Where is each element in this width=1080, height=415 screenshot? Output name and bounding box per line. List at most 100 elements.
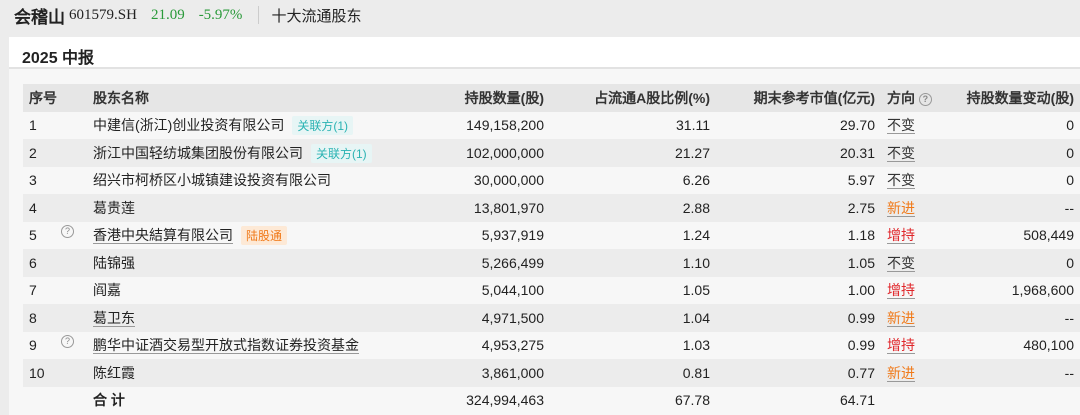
total-no [23, 387, 87, 415]
col-shares: 持股数量(股) [464, 89, 544, 106]
table-row: 5? 香港中央結算有限公司 陆股通 5,937,919 1.24 1.18 增持 508,44… [23, 221, 1080, 250]
col-ratio: 占流通A股比例(%) [594, 89, 710, 106]
row-ratio: 21.27 [674, 144, 710, 161]
help-icon[interactable]: ? [61, 335, 74, 349]
row-direction[interactable]: 不变 [887, 117, 915, 135]
row-ratio: 0.81 [682, 364, 710, 381]
row-value: 1.00 [847, 282, 875, 299]
stock-header: 会稽山 601579.SH 21.09 -5.97% 十大流通股东 [0, 0, 1080, 30]
help-icon[interactable]: ? [918, 92, 932, 106]
shareholder-name[interactable]: 鹏华中证酒交易型开放式指数证券投资基金 [93, 337, 359, 355]
row-ratio: 1.03 [682, 337, 710, 354]
shareholder-name[interactable]: 中建信(浙江)创业投资有限公司 [93, 117, 285, 134]
shareholder-name[interactable]: 陈红霞 [93, 364, 135, 381]
row-change: 0 [1066, 172, 1074, 189]
total-change [951, 387, 1080, 415]
row-direction[interactable]: 新进 [887, 199, 915, 217]
row-direction[interactable]: 增持 [887, 337, 915, 355]
shareholders-table: 序号 股东名称 持股数量(股) 占流通A股比例(%) 期末参考市值(亿元) 方向… [23, 84, 1080, 414]
table-row: 10 陈红霞 3,861,000 0.81 0.77 新进 -- [23, 359, 1080, 387]
row-shares: 5,044,100 [481, 282, 544, 299]
stock-change: -5.97% [198, 6, 243, 23]
row-direction[interactable]: 增持 [887, 227, 915, 245]
row-ratio: 31.11 [676, 117, 710, 134]
row-shares: 4,953,275 [481, 337, 544, 354]
row-no: 2 [29, 144, 37, 161]
row-ratio: 1.24 [682, 227, 710, 244]
shareholder-name[interactable]: 阎嘉 [93, 282, 121, 299]
row-direction[interactable]: 不变 [887, 144, 915, 162]
table-row: 9? 鹏华中证酒交易型开放式指数证券投资基金 4,953,275 1.03 0.99 增持… [23, 331, 1080, 360]
help-icon[interactable]: ? [61, 225, 74, 239]
table-row: 7 阎嘉 5,044,100 1.05 1.00 增持 1,968,600 [23, 276, 1080, 305]
row-name-cell: 葛卫东 [87, 304, 447, 332]
row-value: 0.99 [847, 309, 875, 326]
row-direction[interactable]: 新进 [887, 309, 915, 327]
row-direction[interactable]: 不变 [887, 172, 915, 190]
stock-name: 会稽山 [14, 7, 65, 27]
row-value: 20.31 [839, 144, 875, 161]
total-shares: 324,994,463 [466, 392, 544, 409]
col-direction: 方向 ? [881, 84, 951, 112]
col-value: 期末参考市值(亿元) [753, 89, 875, 106]
table-row: 4 葛贵莲 13,801,970 2.88 2.75 新进 -- [23, 194, 1080, 222]
row-change: -- [1064, 364, 1074, 381]
stock-price: 21.09 [150, 6, 185, 23]
row-direction[interactable]: 不变 [887, 254, 915, 272]
report-title: 2025 中报 [9, 37, 1080, 69]
row-value: 1.18 [847, 227, 875, 244]
row-change: 480,100 [1023, 337, 1074, 354]
row-change: 1,968,600 [1011, 282, 1074, 299]
row-value: 2.75 [847, 199, 875, 216]
row-name-cell: 阎嘉 [87, 277, 447, 305]
row-direction[interactable]: 增持 [887, 282, 915, 300]
row-name-cell: ? 香港中央結算有限公司 陆股通 [61, 222, 447, 250]
table-row: 2 浙江中国轻纺城集团股份有限公司 关联方(1) 102,000,000 21.27 20… [23, 139, 1080, 167]
row-change: 0 [1066, 144, 1074, 161]
row-name-cell: ? 鹏华中证酒交易型开放式指数证券投资基金 [61, 332, 447, 360]
row-change: -- [1064, 199, 1074, 216]
row-no: 5 [29, 227, 37, 244]
row-value: 0.77 [847, 364, 875, 381]
shareholder-name[interactable]: 绍兴市柯桥区小城镇建设投资有限公司 [93, 172, 331, 189]
row-ratio: 6.26 [682, 172, 710, 189]
shareholder-name[interactable]: 陆锦强 [93, 254, 135, 271]
row-shares: 3,861,000 [481, 364, 544, 381]
row-shares: 149,158,200 [466, 117, 544, 134]
shareholder-name[interactable]: 香港中央結算有限公司 [93, 227, 233, 245]
related-party-badge[interactable]: 关联方(1) [292, 116, 353, 136]
row-shares: 30,000,000 [473, 172, 544, 189]
stock-code: 601579.SH [69, 6, 137, 23]
col-no: 序号 [29, 89, 57, 106]
row-ratio: 2.88 [682, 199, 710, 216]
row-no: 6 [29, 254, 37, 271]
row-no: 1 [29, 117, 37, 134]
row-direction[interactable]: 新进 [887, 364, 915, 382]
table-row: 3 绍兴市柯桥区小城镇建设投资有限公司 30,000,000 6.26 5.97 不变 0 [23, 166, 1080, 194]
row-no: 3 [29, 172, 37, 189]
col-name: 股东名称 [93, 89, 149, 106]
hk-connect-badge[interactable]: 陆股通 [241, 226, 288, 246]
total-label: 合 计 [93, 392, 125, 409]
section-title: 十大流通股东 [271, 8, 362, 25]
row-no: 4 [29, 199, 37, 216]
shareholder-name[interactable]: 葛卫东 [93, 309, 135, 327]
row-value: 0.99 [847, 337, 875, 354]
row-name-cell: 浙江中国轻纺城集团股份有限公司 关联方(1) [87, 139, 447, 167]
related-party-badge[interactable]: 关联方(1) [311, 143, 372, 163]
row-shares: 102,000,000 [466, 144, 544, 161]
shareholder-name[interactable]: 浙江中国轻纺城集团股份有限公司 [93, 144, 303, 161]
row-no: 8 [29, 309, 37, 326]
total-row: 合 计 324,994,463 67.78 64.71 [23, 386, 1080, 415]
row-value: 29.70 [839, 117, 875, 134]
col-direction-label: 方向 [887, 89, 915, 106]
row-shares: 5,937,919 [481, 227, 544, 244]
shareholder-name[interactable]: 葛贵莲 [93, 199, 135, 216]
row-no: 9 [29, 337, 37, 354]
col-change: 持股数量变动(股) [966, 89, 1074, 106]
row-ratio: 1.05 [682, 282, 710, 299]
shareholders-card: 2025 中报 序号 股东名称 持股数量(股) 占流通A股比例(%) 期末参考市… [9, 37, 1080, 415]
row-no: 7 [29, 282, 37, 299]
row-name-cell: 陆锦强 [87, 249, 447, 277]
row-change: -- [1064, 309, 1074, 326]
